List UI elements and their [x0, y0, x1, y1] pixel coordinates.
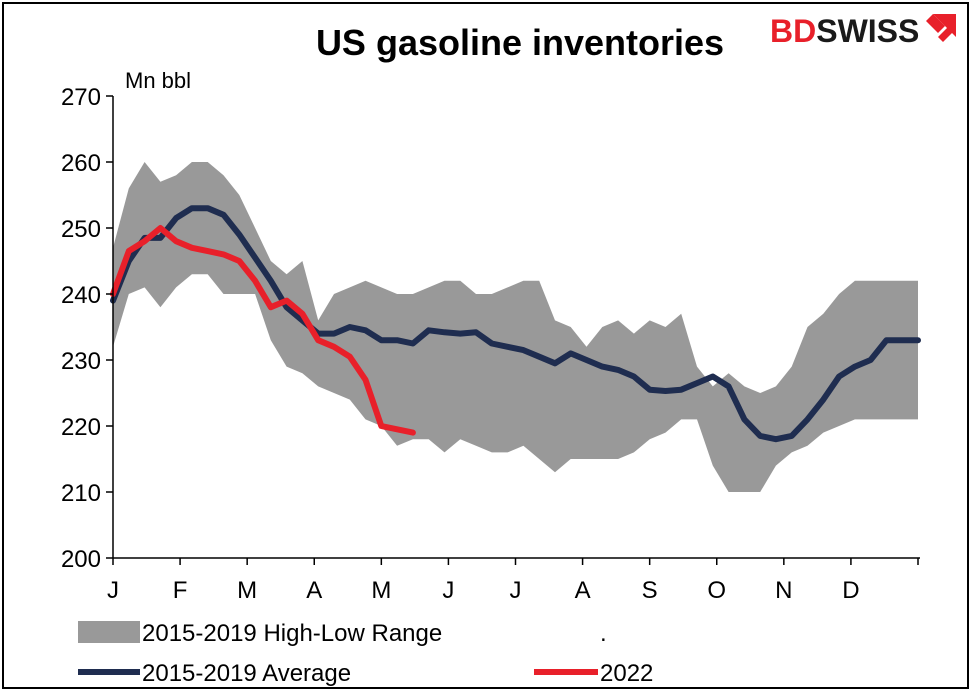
line-2022: [110, 225, 416, 436]
y-tick-label: 260: [61, 150, 101, 177]
legend-label-average: 2015-2019 Average: [142, 660, 351, 687]
y-tick-label: 240: [61, 282, 101, 309]
y-tick-label: 230: [61, 348, 101, 375]
x-tick-label: J: [107, 577, 119, 604]
chart-title: US gasoline inventories: [316, 22, 724, 63]
x-tick-label: O: [707, 577, 726, 604]
x-tick-label: N: [775, 577, 792, 604]
high-low-range-band: [113, 162, 918, 492]
x-tick-label: S: [642, 577, 658, 604]
legend: 2015-2019 High-Low Range . 2015-2019 Avera…: [78, 620, 653, 687]
x-tick-label: J: [442, 577, 454, 604]
y-unit-label: Mn bbl: [125, 68, 191, 93]
plot-area: [110, 162, 921, 492]
average-line: [110, 205, 921, 443]
axes: 200 210 220 230 240 250 260 270 J F M A M J J A S O N D: [61, 84, 920, 604]
x-tick-label: D: [842, 577, 859, 604]
x-tick-label: F: [173, 577, 188, 604]
legend-label-range: 2015-2019 High-Low Range: [142, 620, 442, 647]
legend-dot: .: [600, 620, 607, 647]
bdswiss-logo: BDSWISS: [770, 13, 956, 49]
x-tick-label: M: [371, 577, 391, 604]
y-tick-label: 250: [61, 216, 101, 243]
y-tick-label: 200: [61, 546, 101, 573]
logo-bd: BD: [770, 13, 816, 49]
y-tick-label: 270: [61, 84, 101, 111]
x-tick-label: J: [510, 577, 522, 604]
y-tick-label: 210: [61, 480, 101, 507]
y-tick-label: 220: [61, 414, 101, 441]
legend-label-2022: 2022: [600, 660, 653, 687]
x-tick-label: M: [237, 577, 257, 604]
logo-arrow-icon: [926, 14, 956, 42]
logo-swiss: SWISS: [816, 13, 919, 49]
logo-text: BDSWISS: [770, 13, 919, 49]
x-tick-label: A: [306, 577, 322, 604]
legend-swatch-range: [78, 621, 140, 643]
x-tick-label: A: [575, 577, 591, 604]
